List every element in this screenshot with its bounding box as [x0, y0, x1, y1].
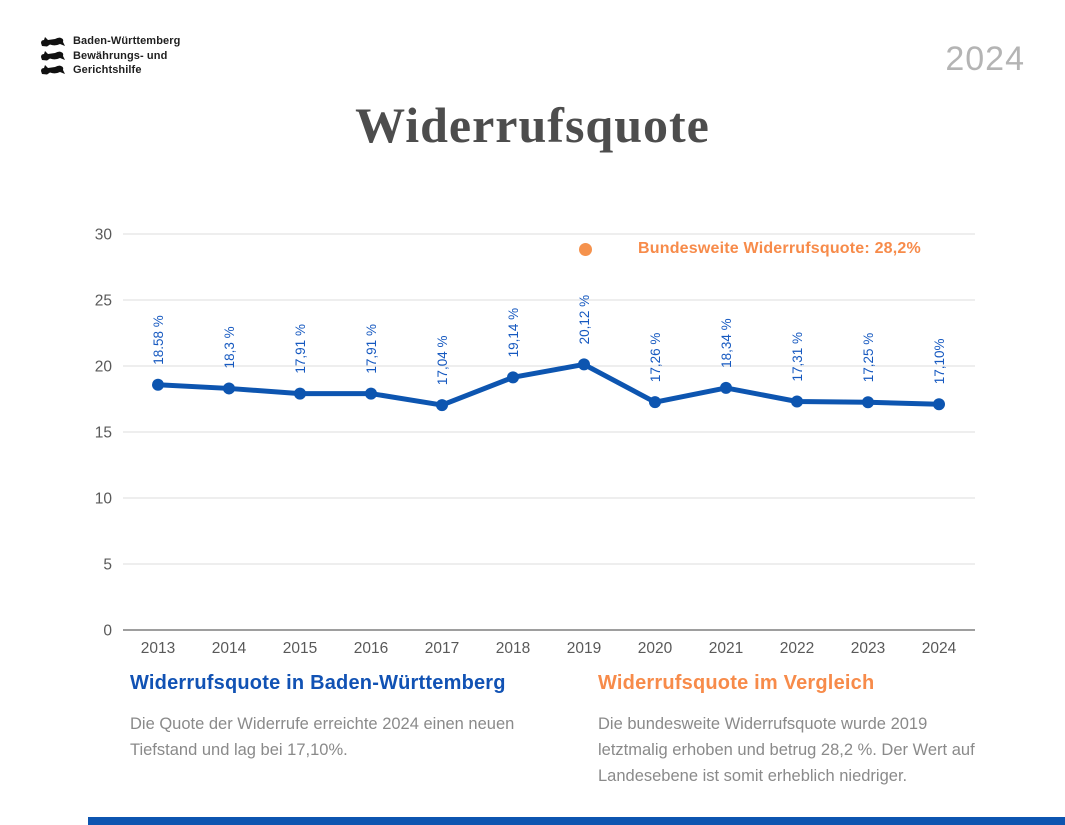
y-tick-label: 20: [95, 359, 113, 376]
x-tick-label: 2023: [851, 640, 885, 657]
chart-legend: Bundesweite Widerrufsquote: 28,2%: [579, 240, 921, 258]
x-tick-label: 2019: [567, 640, 601, 657]
data-point-label: 17,25 %: [861, 333, 876, 383]
data-point: [294, 387, 306, 400]
data-point-label: 17,91 %: [293, 324, 308, 374]
data-point-label: 18.58 %: [151, 315, 166, 365]
logo-line-1: Baden-Württemberg: [73, 35, 181, 47]
x-tick-label: 2024: [922, 640, 957, 657]
data-point-label: 17,91 %: [364, 324, 379, 374]
data-point: [649, 396, 661, 409]
data-point: [365, 387, 377, 400]
data-point: [152, 378, 164, 391]
logo-text: Baden-Württemberg Bewährungs- und Gerich…: [73, 34, 180, 78]
data-point: [791, 395, 803, 408]
data-point: [223, 382, 235, 395]
x-tick-label: 2018: [496, 640, 530, 657]
legend-marker-icon: [579, 242, 592, 256]
y-tick-label: 30: [95, 227, 113, 244]
data-point: [720, 381, 732, 394]
bw-logo: Baden-Württemberg Bewährungs- und Gerich…: [40, 34, 180, 78]
data-point-label: 19,14 %: [506, 308, 521, 358]
data-point-label: 18,34 %: [719, 318, 734, 368]
year-badge: 2024: [945, 40, 1025, 78]
y-tick-label: 5: [103, 557, 112, 574]
data-point: [436, 399, 448, 412]
x-tick-label: 2014: [212, 640, 247, 657]
bw-coat-of-arms-lions-icon: [40, 36, 66, 76]
data-point-label: 18,3 %: [222, 326, 237, 368]
x-tick-label: 2017: [425, 640, 459, 657]
data-point-label: 20,12 %: [577, 295, 592, 345]
logo-line-3: Gerichtshilfe: [73, 64, 142, 76]
footer-left-body: Die Quote der Widerrufe erreichte 2024 e…: [130, 715, 515, 759]
footer-right-body: Die bundesweite Widerrufsquote wurde 201…: [598, 715, 975, 785]
data-point: [507, 371, 519, 384]
data-point: [933, 398, 945, 411]
y-tick-label: 10: [95, 491, 113, 508]
data-point-label: 17,31 %: [790, 332, 805, 382]
footer-section-baden-wuerttemberg: Widerrufsquote in Baden-Württemberg Die …: [130, 672, 560, 763]
footer-right-heading: Widerrufsquote im Vergleich: [598, 672, 875, 694]
page-title: Widerrufsquote: [355, 97, 710, 153]
x-tick-label: 2021: [709, 640, 743, 657]
legend-label: Bundesweite Widerrufsquote: 28,2%: [638, 240, 921, 257]
data-point: [862, 396, 874, 409]
line-chart: 0 5 10 15 20 25 30 2013 2014 2015 2016 2017 2018 2019…: [0, 220, 1065, 660]
y-tick-label: 15: [95, 425, 112, 442]
x-tick-label: 2022: [780, 640, 814, 657]
footer-section-vergleich: Widerrufsquote im Vergleich Die bundeswe…: [598, 672, 998, 789]
x-tick-label: 2020: [638, 640, 673, 657]
x-tick-label: 2016: [354, 640, 388, 657]
chart-svg: 0 5 10 15 20 25 30 2013 2014 2015 2016 2017 2018 2019…: [95, 227, 975, 657]
y-tick-label: 25: [95, 293, 112, 310]
data-point: [578, 358, 590, 371]
data-point-label: 17,26 %: [648, 333, 663, 383]
y-tick-label: 0: [103, 623, 112, 640]
data-point-label: 17,04 %: [435, 336, 450, 386]
bottom-accent-bar: [88, 817, 1065, 825]
footer-left-heading: Widerrufsquote in Baden-Württemberg: [130, 672, 506, 694]
data-point-label: 17,10%: [932, 338, 947, 384]
data-line: [155, 361, 942, 408]
x-tick-label: 2013: [141, 640, 175, 657]
logo-line-2: Bewährungs- und: [73, 49, 168, 62]
x-tick-label: 2015: [283, 640, 317, 657]
